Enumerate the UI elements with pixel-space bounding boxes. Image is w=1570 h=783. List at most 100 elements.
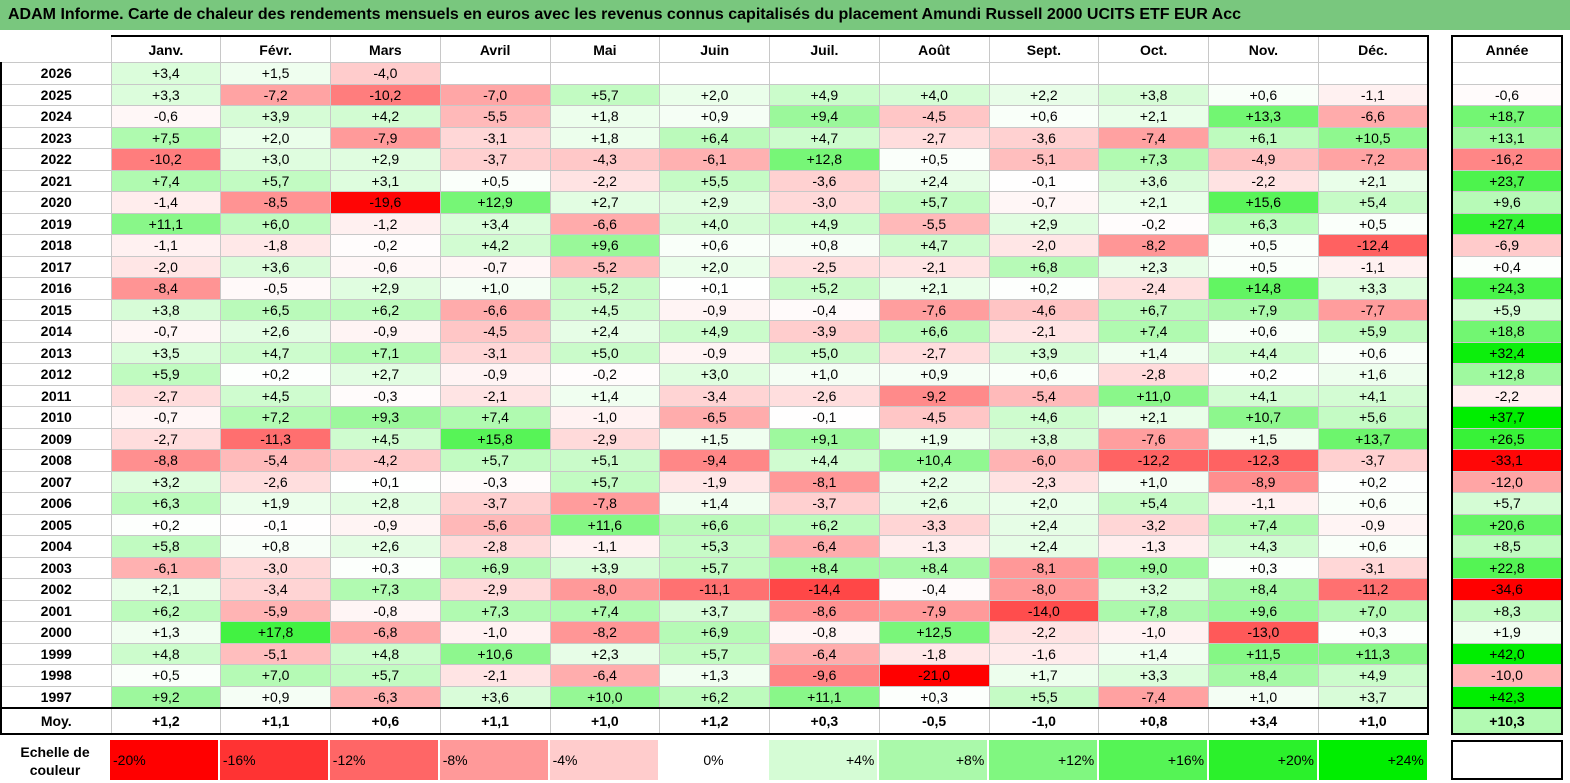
year-label: 2015 [0, 298, 112, 321]
month-cell: -1,2 [330, 212, 441, 235]
month-cell: -1,4 [110, 191, 222, 214]
year-total-cell: +32,4 [1451, 341, 1563, 364]
year-total-cell: -33,1 [1451, 449, 1563, 472]
year-row: 2019 +11,1 +6,0 -1,2 +3,4 -6,6 +4,0 +4,9 -5,5 +2,… [0, 212, 1429, 235]
month-cell: +10,6 [439, 642, 551, 665]
month-cell: -3,6 [988, 126, 1100, 149]
month-cell: +6,3 [1208, 212, 1319, 235]
year-total-cell: -34,6 [1451, 578, 1563, 601]
year-total-cell: -0,6 [1451, 83, 1563, 106]
month-cell: -11,1 [659, 578, 770, 601]
month-cell: -10,2 [110, 148, 222, 171]
month-cell: +0,6 [330, 707, 441, 735]
year-row: 2000 +1,3 +17,8 -6,8 -1,0 -8,2 +6,9 -0,8 +12,5 -2… [0, 621, 1429, 644]
month-cell: -0,3 [330, 384, 441, 407]
month-cell: +10,5 [1317, 126, 1429, 149]
year-label: 2022 [0, 148, 112, 171]
month-cell: -3,4 [220, 578, 331, 601]
year-total-row: +8,3 [1451, 599, 1563, 622]
month-cell: -11,3 [220, 427, 331, 450]
year-label: 2016 [0, 277, 112, 300]
month-cell: +2,0 [220, 126, 331, 149]
year-label: 2008 [0, 449, 112, 472]
month-cell: +11,1 [769, 685, 880, 709]
month-cell [1208, 62, 1319, 85]
month-cell: -5,2 [549, 255, 661, 278]
year-total-row: -6,9 [1451, 234, 1563, 257]
month-cell: -0,9 [659, 298, 770, 321]
month-cell: -5,4 [988, 384, 1100, 407]
month-cell: -7,2 [1317, 148, 1429, 171]
month-cell: -1,1 [1317, 83, 1429, 106]
month-cell: -6,1 [659, 148, 770, 171]
year-row: 2002 +2,1 -3,4 +7,3 -2,9 -8,0 -11,1 -14,4 -0,4 -8… [0, 578, 1429, 601]
year-total-cell: +23,7 [1451, 169, 1563, 192]
year-label: 2010 [0, 406, 112, 429]
month-cell: -7,4 [1098, 685, 1209, 709]
month-cell: +8,4 [769, 556, 880, 579]
month-cell: +0,9 [659, 105, 770, 128]
month-cell: +3,6 [1098, 169, 1209, 192]
month-cell: +1,0 [549, 707, 661, 735]
month-cell: -2,6 [769, 384, 880, 407]
month-cell: +6,6 [659, 513, 770, 536]
month-cell: +2,8 [330, 492, 441, 515]
month-cell: +13,3 [1208, 105, 1319, 128]
month-cell [1098, 62, 1209, 85]
year-label: 2000 [0, 621, 112, 644]
month-cell: -6,5 [659, 406, 770, 429]
month-header: Déc. [1317, 35, 1429, 63]
year-label: 2009 [0, 427, 112, 450]
year-row: 2007 +3,2 -2,6 +0,1 -0,3 +5,7 -1,9 -8,1 +2,2 -2,3… [0, 470, 1429, 493]
year-label: 2026 [0, 62, 112, 85]
month-cell: -3,4 [659, 384, 770, 407]
month-cell: -4,0 [330, 62, 441, 85]
month-cell: -12,3 [1208, 449, 1319, 472]
month-cell: +2,6 [330, 535, 441, 558]
month-cell: +2,0 [659, 255, 770, 278]
legend-swatch: +24% [1318, 740, 1428, 780]
month-cell: -0,1 [769, 406, 880, 429]
month-cell: +5,0 [549, 341, 661, 364]
month-cell: -7,2 [220, 83, 331, 106]
month-cell: +3,8 [988, 427, 1100, 450]
month-cell: -0,4 [769, 298, 880, 321]
month-cell: +0,2 [1317, 470, 1429, 493]
month-cell: +4,9 [659, 320, 770, 343]
year-label: 2002 [0, 578, 112, 601]
month-cell: -8,0 [988, 578, 1100, 601]
month-cell: -0,9 [330, 513, 441, 536]
annual-column: Année -0,6 +18,7 +13,1 -16,2 +23,7 +9,6 +27,4-… [1451, 35, 1563, 735]
month-cell: -7,9 [878, 599, 990, 622]
month-cell: +2,4 [878, 169, 990, 192]
month-cell: +5,3 [659, 535, 770, 558]
month-cell: -0,1 [220, 513, 331, 536]
month-cell: -5,9 [220, 599, 331, 622]
month-cell: +2,3 [1098, 255, 1209, 278]
month-cell: -0,7 [110, 406, 222, 429]
month-cell: +2,0 [659, 83, 770, 106]
month-cell: -6,8 [330, 621, 441, 644]
month-cell: -0,2 [549, 363, 661, 386]
month-cell: +0,6 [1208, 83, 1319, 106]
month-cell: +6,9 [439, 556, 551, 579]
year-label: 2023 [0, 126, 112, 149]
month-cell: +5,7 [549, 470, 661, 493]
year-row: 2017 -2,0 +3,6 -0,6 -0,7 -5,2 +2,0 -2,5 -2,1 +6,8… [0, 255, 1429, 278]
month-cell: -8,4 [110, 277, 222, 300]
month-cell: +5,8 [110, 535, 222, 558]
month-cell: -2,4 [1098, 277, 1209, 300]
month-header: Juin [659, 35, 770, 63]
month-cell: -10,2 [330, 83, 441, 106]
month-cell: +0,3 [1208, 556, 1319, 579]
month-cell: +4,2 [439, 234, 551, 257]
month-cell: +7,3 [330, 578, 441, 601]
month-cell: +3,4 [1208, 707, 1319, 735]
year-total-cell: +13,1 [1451, 126, 1563, 149]
month-cell: +0,5 [1317, 212, 1429, 235]
month-cell: -1,1 [1317, 255, 1429, 278]
month-cell: -6,3 [330, 685, 441, 709]
month-cell: +3,0 [659, 363, 770, 386]
year-total-cell: +5,7 [1451, 492, 1563, 515]
month-cell: +0,6 [1317, 492, 1429, 515]
